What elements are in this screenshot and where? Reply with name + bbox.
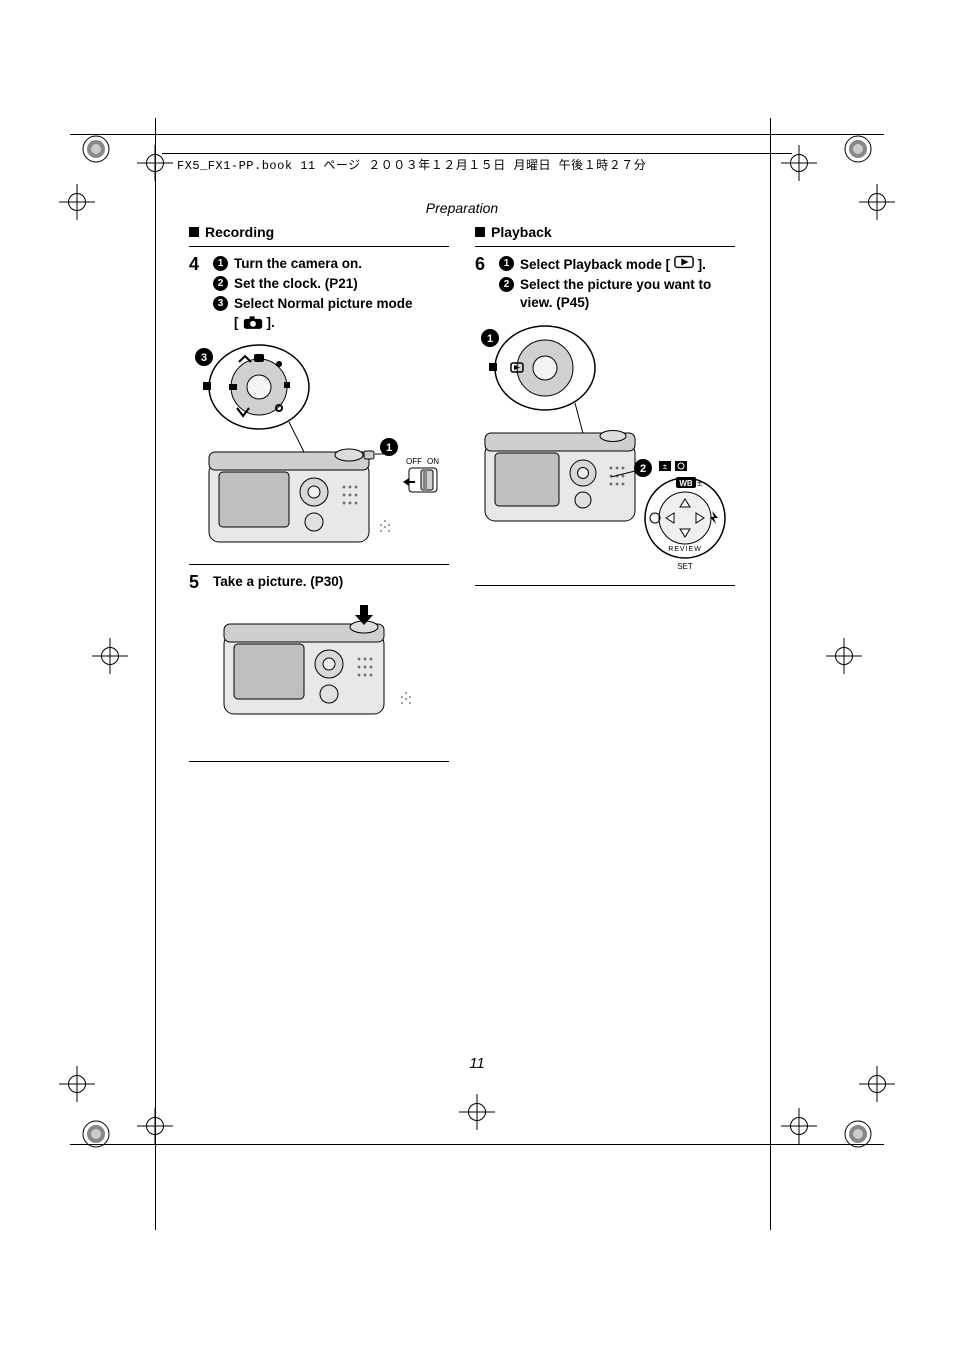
step4-sub3: Select Normal picture mode <box>234 296 413 311</box>
crosshair-bottom-center <box>459 1094 495 1130</box>
step6-sub1-row: Select Playback mode [ ]. <box>520 255 706 274</box>
svg-text:REVIEW: REVIEW <box>668 546 702 553</box>
square-bullet-icon <box>189 227 199 237</box>
step4-sub1: Turn the camera on. <box>234 255 362 273</box>
two-columns: Recording 4 1 Turn the camera on. 2 Set th… <box>189 224 735 770</box>
circled-1-icon: 1 <box>499 256 514 271</box>
svg-text:3: 3 <box>201 352 207 364</box>
crosshair-bottom-right-inner <box>781 1108 817 1144</box>
figure-step5 <box>189 599 449 749</box>
svg-text:SET: SET <box>677 562 693 571</box>
column-playback: Playback 6 1 Select Playback mode [ ]. 2 <box>475 224 735 770</box>
svg-text:±: ± <box>663 462 668 471</box>
crosshair-top-left-inner <box>137 145 173 181</box>
step-5: 5 Take a picture. (P30) <box>189 573 449 591</box>
switch-on-label: ON <box>427 457 439 466</box>
playback-title-row: Playback <box>475 224 735 247</box>
figure-step6: 1 <box>475 323 735 573</box>
step6-sub2: Select the picture you want to view. (P4… <box>520 276 735 312</box>
step4-sub2: Set the clock. (P21) <box>234 275 358 293</box>
header-rule <box>162 153 792 154</box>
bracket-open: [ <box>234 314 239 332</box>
step6-sub1-suffix: ]. <box>694 257 706 272</box>
circled-2-icon: 2 <box>499 277 514 292</box>
figure-step4: 3 <box>189 342 449 552</box>
playback-title: Playback <box>491 224 552 240</box>
circled-1-icon: 1 <box>213 256 228 271</box>
recording-title-row: Recording <box>189 224 449 247</box>
corner-reg-bottom-left <box>82 1120 110 1148</box>
playback-mode-icon <box>674 255 694 269</box>
step6-sub1-prefix: Select Playback mode [ <box>520 257 674 272</box>
step-6: 6 1 Select Playback mode [ ]. 2 Select th… <box>475 255 735 315</box>
content-area: Preparation Recording 4 1 Turn the camera… <box>189 200 735 770</box>
svg-text:WB: WB <box>679 479 693 488</box>
corner-reg-bottom-right <box>844 1120 872 1148</box>
page-root: FX5_FX1-PP.book 11 ページ ２００３年１２月１５日 月曜日 午… <box>0 0 954 1348</box>
section-header: Preparation <box>189 200 735 216</box>
column-recording: Recording 4 1 Turn the camera on. 2 Set th… <box>189 224 449 770</box>
header-file-info: FX5_FX1-PP.book 11 ページ ２００３年１２月１５日 月曜日 午… <box>177 156 646 173</box>
step-5-text: Take a picture. (P30) <box>213 573 449 591</box>
divider-after-step6 <box>475 585 735 586</box>
svg-text:2: 2 <box>640 463 646 475</box>
crop-line-top <box>70 134 884 135</box>
step-6-body: 1 Select Playback mode [ ]. 2 Select the … <box>499 255 735 315</box>
crop-line-bottom <box>70 1144 884 1145</box>
divider-after-step4 <box>189 564 449 565</box>
step-6-number: 6 <box>475 255 491 315</box>
step-5-number: 5 <box>189 573 205 591</box>
svg-text:1: 1 <box>386 442 392 454</box>
recording-title: Recording <box>205 224 274 240</box>
crosshair-top-right-outer <box>859 184 895 220</box>
step-4-number: 4 <box>189 255 205 334</box>
camera-mode-icon <box>243 316 263 330</box>
circled-2-icon: 2 <box>213 276 228 291</box>
crosshair-mid-right <box>826 638 862 674</box>
crosshair-top-right-inner <box>781 145 817 181</box>
svg-text:±: ± <box>697 478 702 488</box>
step4-sub3-row: Select Normal picture mode [ ]. <box>234 295 413 331</box>
svg-text:1: 1 <box>487 333 493 345</box>
square-bullet-icon <box>475 227 485 237</box>
crosshair-top-left-outer <box>59 184 95 220</box>
switch-off-label: OFF <box>406 457 422 466</box>
corner-reg-top-left <box>82 135 110 163</box>
corner-reg-top-right <box>844 135 872 163</box>
crosshair-bottom-left-inner <box>137 1108 173 1144</box>
page-number: 11 <box>0 1055 954 1072</box>
step-4: 4 1 Turn the camera on. 2 Set the clock. (… <box>189 255 449 334</box>
bracket-close: ]. <box>267 314 275 332</box>
step-4-body: 1 Turn the camera on. 2 Set the clock. (P2… <box>213 255 449 334</box>
crosshair-mid-left <box>92 638 128 674</box>
divider-after-step5 <box>189 761 449 762</box>
circled-3-icon: 3 <box>213 296 228 311</box>
